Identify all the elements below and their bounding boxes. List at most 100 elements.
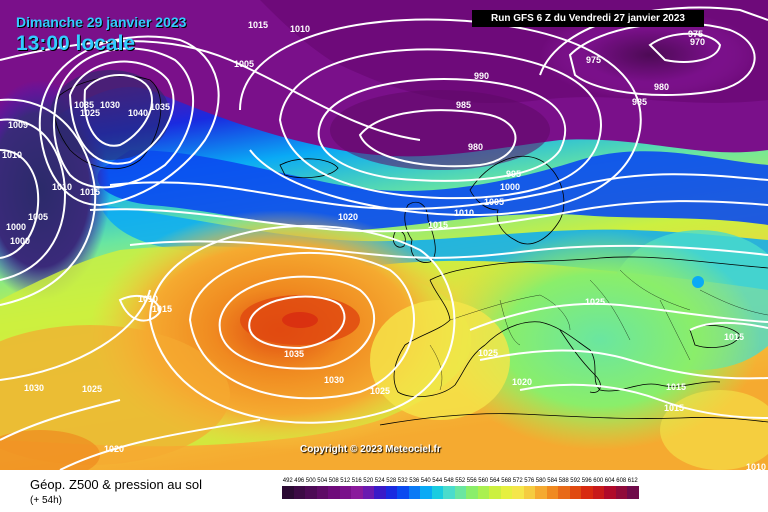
legend-value: 556 bbox=[466, 478, 477, 484]
isobar-label: 1000 bbox=[500, 182, 520, 192]
legend-value: 516 bbox=[351, 478, 362, 484]
legend-swatch bbox=[454, 486, 466, 499]
footer: Géop. Z500 & pression au sol (+ 54h) 492… bbox=[0, 470, 768, 512]
isobar-label: 1010 bbox=[454, 208, 474, 218]
isobar-label: 985 bbox=[632, 97, 647, 107]
forecast-time: 13:00 locale bbox=[16, 32, 136, 55]
forecast-offset: (+ 54h) bbox=[30, 495, 62, 506]
legend-value: 508 bbox=[328, 478, 339, 484]
legend-value: 544 bbox=[432, 478, 443, 484]
legend-swatch bbox=[604, 486, 616, 499]
isobar-label: 1015 bbox=[664, 403, 684, 413]
isobar-label: 980 bbox=[468, 142, 483, 152]
isobar-label: 1000 bbox=[6, 222, 26, 232]
isobar-label: 1025 bbox=[80, 108, 100, 118]
legend-swatch bbox=[431, 486, 443, 499]
isobar-label: 1015 bbox=[428, 220, 448, 230]
legend-swatch bbox=[535, 486, 547, 499]
legend-swatch bbox=[592, 486, 604, 499]
isobar-label: 1040 bbox=[128, 108, 148, 118]
legend-swatch bbox=[581, 486, 593, 499]
isobar-label: 995 bbox=[506, 169, 521, 179]
legend-value: 576 bbox=[524, 478, 535, 484]
legend-value: 588 bbox=[558, 478, 569, 484]
isobar-label: 1015 bbox=[80, 187, 100, 197]
legend-swatch bbox=[362, 486, 374, 499]
legend-swatch bbox=[443, 486, 455, 499]
isobar-label: 1025 bbox=[82, 384, 102, 394]
legend-value: 520 bbox=[363, 478, 374, 484]
color-legend: 492 496 500 504 508 512 516 520 524 528 532 536 540 5… bbox=[282, 478, 639, 499]
forecast-date: Dimanche 29 janvier 2023 bbox=[16, 14, 187, 30]
legend-value: 536 bbox=[409, 478, 420, 484]
legend-swatch bbox=[489, 486, 501, 499]
isobar-label: 1015 bbox=[724, 332, 744, 342]
isobar-label: 1020 bbox=[512, 377, 532, 387]
isobar-label: 975 bbox=[586, 55, 601, 65]
legend-value: 552 bbox=[455, 478, 466, 484]
legend-value: 500 bbox=[305, 478, 316, 484]
isobar-label: 1005 bbox=[484, 197, 504, 207]
legend-swatch bbox=[466, 486, 478, 499]
isobar-label: 990 bbox=[474, 71, 489, 81]
legend-value: 572 bbox=[512, 478, 523, 484]
legend-value: 492 bbox=[282, 478, 293, 484]
legend-swatch bbox=[627, 486, 639, 499]
isobar-label: 1025 bbox=[585, 297, 605, 307]
legend-value: 524 bbox=[374, 478, 385, 484]
legend-swatch bbox=[408, 486, 420, 499]
isobar-label: 1005 bbox=[234, 59, 254, 69]
legend-swatch bbox=[282, 486, 294, 499]
isobar-label: 1015 bbox=[152, 304, 172, 314]
legend-value: 568 bbox=[501, 478, 512, 484]
legend-swatch bbox=[305, 486, 317, 499]
legend-value: 612 bbox=[627, 478, 638, 484]
legend-bar bbox=[282, 486, 639, 499]
isobar-label: 1010 bbox=[746, 462, 766, 470]
legend-swatch bbox=[512, 486, 524, 499]
legend-value: 540 bbox=[420, 478, 431, 484]
legend-swatch bbox=[316, 486, 328, 499]
legend-swatch bbox=[351, 486, 363, 499]
legend-value: 604 bbox=[604, 478, 615, 484]
legend-value: 600 bbox=[593, 478, 604, 484]
legend-swatch bbox=[500, 486, 512, 499]
isobar-label: 1025 bbox=[370, 386, 390, 396]
isobar-label: 1000 bbox=[10, 236, 30, 246]
legend-swatch bbox=[397, 486, 409, 499]
isobar-lines bbox=[0, 6, 768, 470]
legend-value: 564 bbox=[489, 478, 500, 484]
isobar-label: 1009 bbox=[8, 120, 28, 130]
isobar-label: 1030 bbox=[24, 383, 44, 393]
legend-labels: 492 496 500 504 508 512 516 520 524 528 532 536 540 5… bbox=[282, 478, 639, 484]
isobar-label: 1025 bbox=[478, 348, 498, 358]
isobar-label: 1010 bbox=[290, 24, 310, 34]
borders bbox=[429, 269, 768, 391]
legend-value: 608 bbox=[616, 478, 627, 484]
isobar-label: 1010 bbox=[2, 150, 22, 160]
legend-swatch bbox=[293, 486, 305, 499]
isobar-label: 1015 bbox=[248, 20, 268, 30]
copyright: Copyright © 2023 Meteociel.fr bbox=[300, 444, 441, 455]
legend-value: 560 bbox=[478, 478, 489, 484]
legend-swatch bbox=[339, 486, 351, 499]
isobar-label: 1035 bbox=[284, 349, 304, 359]
legend-value: 532 bbox=[397, 478, 408, 484]
isobar-label: 1020 bbox=[338, 212, 358, 222]
isobar-label: 1005 bbox=[28, 212, 48, 222]
legend-value: 528 bbox=[386, 478, 397, 484]
legend-swatch bbox=[420, 486, 432, 499]
legend-swatch bbox=[385, 486, 397, 499]
chart-title: Géop. Z500 & pression au sol bbox=[30, 477, 202, 492]
legend-value: 504 bbox=[317, 478, 328, 484]
isobar-label: 1030 bbox=[100, 100, 120, 110]
isobar-label: 1010 bbox=[138, 294, 158, 304]
weather-map: 1015 1010 1005 1035 1030 1025 1040 1035 1009 1010… bbox=[0, 0, 768, 470]
isobar-label: 985 bbox=[456, 100, 471, 110]
isobar-label: 980 bbox=[654, 82, 669, 92]
legend-swatch bbox=[374, 486, 386, 499]
legend-swatch bbox=[569, 486, 581, 499]
isobar-label: 1035 bbox=[74, 100, 94, 110]
legend-swatch bbox=[328, 486, 340, 499]
